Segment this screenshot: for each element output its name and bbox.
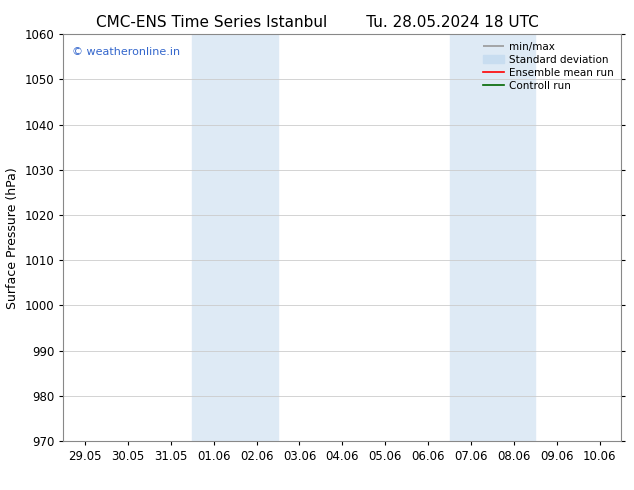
Text: CMC-ENS Time Series Istanbul        Tu. 28.05.2024 18 UTC: CMC-ENS Time Series Istanbul Tu. 28.05.2… <box>96 15 538 30</box>
Legend: min/max, Standard deviation, Ensemble mean run, Controll run: min/max, Standard deviation, Ensemble me… <box>479 37 618 95</box>
Bar <box>192 34 278 441</box>
Bar <box>450 34 536 441</box>
Y-axis label: Surface Pressure (hPa): Surface Pressure (hPa) <box>6 167 19 309</box>
Text: © weatheronline.in: © weatheronline.in <box>72 47 180 56</box>
